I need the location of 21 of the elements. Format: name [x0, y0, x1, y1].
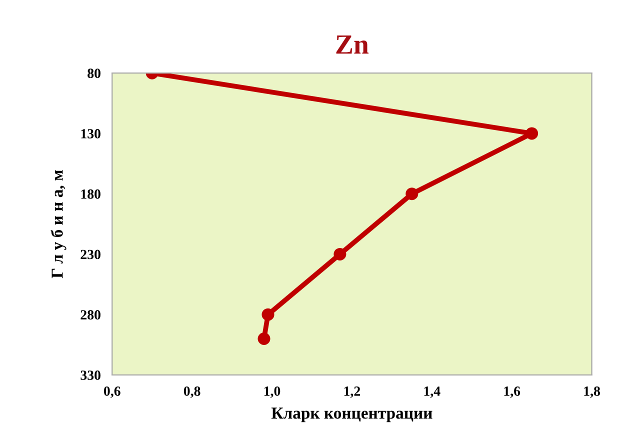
x-tick-label: 0,6 — [104, 386, 120, 398]
point — [258, 332, 270, 345]
y-tick-label: 180 — [81, 189, 100, 199]
point — [334, 248, 346, 260]
x-tick-label: 1,6 — [504, 386, 520, 398]
y-tick-label: 280 — [80, 310, 100, 320]
y-tick-label: 230 — [80, 250, 100, 260]
x-tick-label: 1,0 — [264, 386, 280, 398]
y-tick-label: 80 — [88, 68, 100, 78]
y-tick-label: 130 — [81, 129, 100, 138]
point — [262, 308, 274, 321]
x-tick-label: 1,2 — [344, 386, 360, 398]
y-axis-title: Г л у б и н а, м — [50, 170, 66, 278]
x-tick-label: 1,4 — [424, 386, 440, 398]
point — [526, 127, 538, 140]
x-tick-label: 0,8 — [184, 386, 200, 398]
y-tick-label: 330 — [80, 370, 100, 380]
point — [406, 188, 418, 200]
chart-title: Zn — [336, 35, 369, 54]
x-axis-title: Кларк концентрации — [271, 408, 432, 422]
x-tick-label: 1,8 — [584, 386, 600, 398]
